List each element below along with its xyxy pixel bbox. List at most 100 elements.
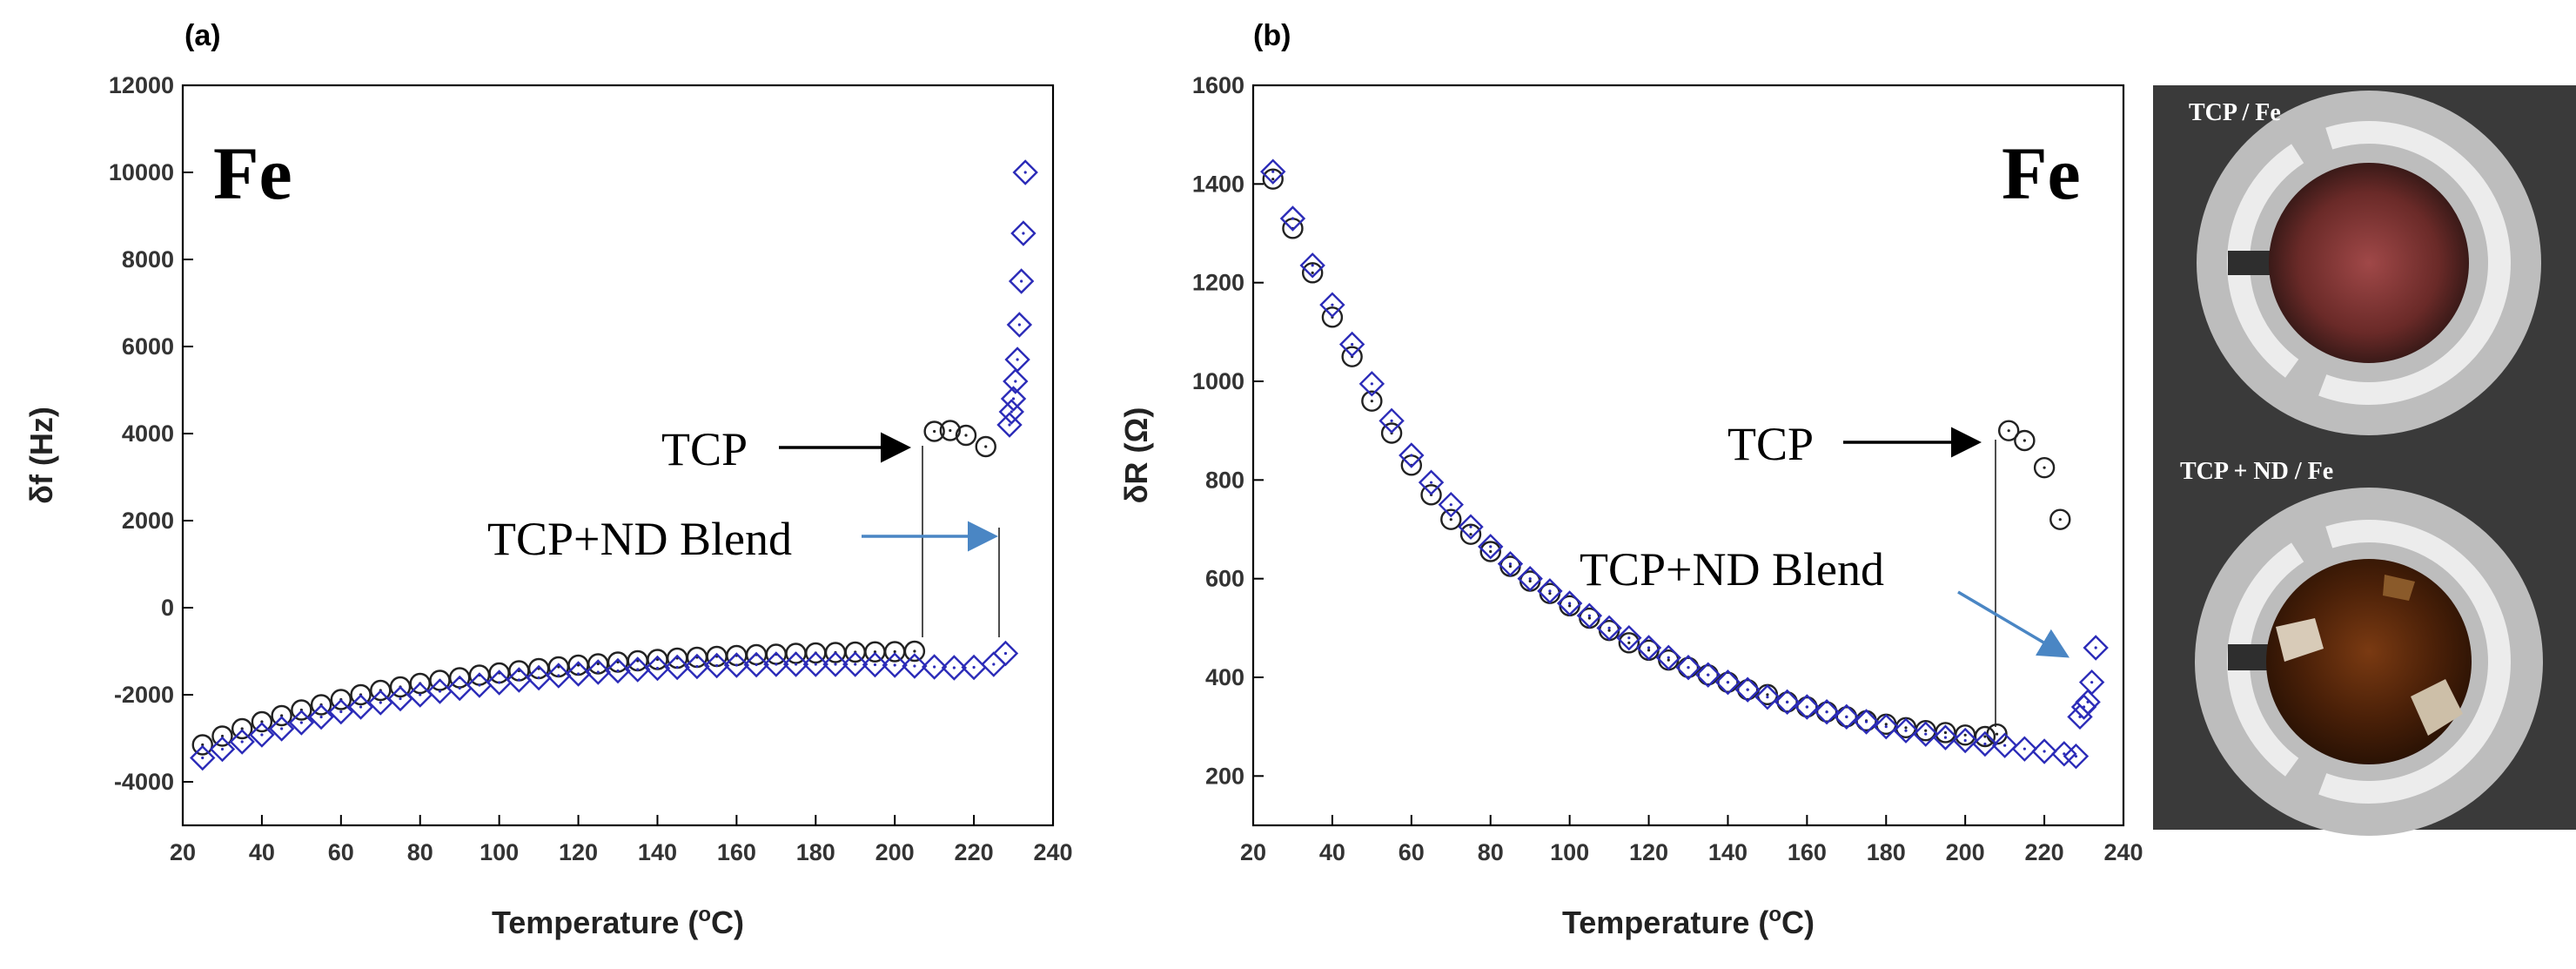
data-point-tcp [903,640,926,663]
data-point-blend-center [1429,481,1433,484]
data-point-blend-center [952,666,956,670]
data-point-blend-center [1017,323,1021,326]
data-point-blend-center [280,727,284,730]
data-point-blend [1556,590,1583,616]
data-point-blend-center [715,663,719,668]
x-tick-label: 40 [249,839,275,865]
data-point-blend-center [873,663,877,667]
element-label-fe-b: Fe [2002,131,2081,215]
data-point-blend-center [1410,454,1413,457]
data-point-blend [506,667,533,693]
photo-tcp-nd-fe: TCP + ND / Fe [2180,458,2543,836]
data-point-blend-center [1568,602,1572,605]
data-point-blend [446,675,473,702]
data-point-blend [565,661,592,687]
data-point-blend-center [636,668,640,671]
data-point-tcp [1479,541,1501,562]
x-tick-label: 220 [955,839,994,865]
data-point-blend [664,654,690,681]
data-point-blend-center [220,747,225,751]
data-point-blend-center [1805,705,1808,709]
sensor-film-bottom [2266,559,2472,764]
data-point-blend [1873,713,1899,740]
y-tick-label: 10000 [109,159,174,185]
data-point-blend-center [1008,423,1011,427]
data-point-blend-center [1707,673,1710,676]
data-point-tcp [231,717,253,740]
panel-b-label: (b) [1253,19,1291,52]
data-point-blend-center [1687,666,1690,670]
data-point-blend [1991,732,2018,758]
x-tick-label: 240 [1033,839,1072,865]
data-point-blend-center [1825,710,1828,714]
data-point-tcp [1361,390,1383,412]
data-point-blend-center [1016,358,1019,361]
data-point-tcp [1618,632,1640,654]
data-point-blend [1358,371,1385,397]
y-tick-label: 400 [1205,664,1244,690]
y-tick-label: 6000 [122,333,174,360]
data-point-blend [1932,724,1959,750]
data-point-blend [2063,743,2090,770]
data-point-blend-center [2063,752,2066,756]
data-point-blend-center [1647,646,1651,649]
data-point-blend-center [478,683,481,687]
data-point-blend [1000,386,1027,412]
data-point-tcp-center [1963,733,1967,737]
data-point-blend [684,653,710,680]
data-point-blend-center [260,733,264,737]
data-point-tcp [1380,422,1403,444]
data-point-blend [902,653,928,679]
data-point-blend-center [1291,217,1295,220]
data-point-blend [229,729,255,755]
data-point-blend [1478,534,1504,560]
data-point-blend [328,698,354,725]
data-point-blend-center [735,663,738,667]
data-point-blend-center [1023,171,1027,174]
data-point-tcp-center [1449,518,1452,522]
data-point-blend-center [596,670,600,674]
data-point-blend-center [2023,747,2026,750]
x-tick-label: 100 [1550,839,1589,865]
data-point-blend [998,399,1024,425]
y-tick-label: 200 [1205,763,1244,789]
data-point-tcp-center [984,445,988,448]
data-point-blend-center [616,669,620,673]
data-point-blend-center [399,696,402,701]
data-point-blend-center [1607,626,1611,629]
data-point-tcp [2033,456,2056,479]
data-point-blend-center [458,686,461,690]
data-point-tcp [1420,484,1442,506]
data-point-tcp [370,679,392,702]
data-point-tcp [1459,523,1482,545]
data-point-blend [1675,654,1701,681]
x-axis-b: 20 40 60 80 100 120 140 160 180 200 220 240 [1240,815,2143,865]
data-point-blend-center [695,664,699,669]
data-points-b [1260,158,2109,770]
chart-panel-a: (a) -4000 -2000 0 2000 4000 6000 8000 10000 1200… [23,19,1073,940]
sensor-photos: TCP / Fe TCP + ND / Fe [2153,85,2576,836]
data-point-blend-center [972,665,976,670]
data-point-blend [1537,578,1563,604]
data-point-tcp [1835,706,1858,728]
x-tick-label: 160 [1788,839,1827,865]
film-flake-3 [2383,575,2415,601]
data-point-blend-center [1904,729,1908,732]
data-point-blend [782,651,809,677]
data-point-blend [723,652,750,678]
data-point-tcp [350,683,372,706]
photo-top-caption: TCP / Fe [2189,99,2281,126]
data-point-blend-center [517,678,520,682]
data-point-tcp-center [1667,658,1670,662]
x-tick-label: 220 [2025,839,2064,865]
data-point-tcp [1997,420,2020,441]
y-tick-label: 1200 [1192,270,1244,296]
data-point-blend-center [1311,264,1314,267]
data-point-blend-center [1864,720,1868,723]
data-point-blend [1003,368,1029,394]
annotation-blend-b: TCP+ND Blend [1580,543,1884,596]
data-point-tcp-center [1271,178,1275,181]
data-point-blend [466,672,493,698]
x-tick-label: 80 [1478,839,1504,865]
data-point-tcp [975,435,996,458]
